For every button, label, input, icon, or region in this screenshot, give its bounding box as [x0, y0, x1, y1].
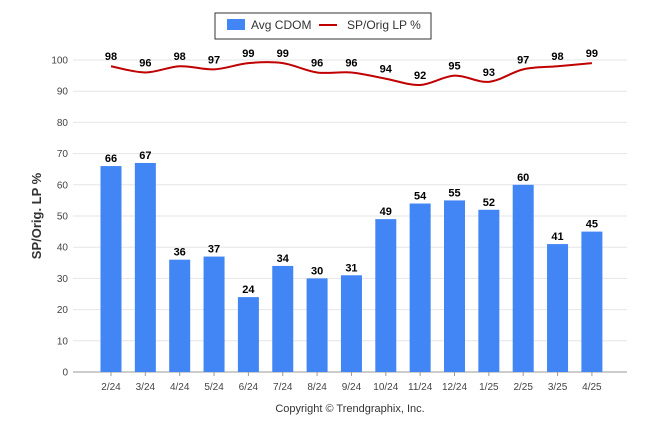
- y-tick-label: 30: [57, 274, 69, 285]
- y-tick-label: 80: [57, 118, 69, 129]
- bar[interactable]: [547, 244, 569, 372]
- bar-data-label: 36: [174, 247, 186, 259]
- sp-orig-lp-line[interactable]: [110, 61, 592, 86]
- x-tick-label: 9/24: [342, 382, 362, 393]
- bar[interactable]: [237, 297, 259, 372]
- line-data-label: 96: [345, 57, 357, 69]
- x-tick-label: 11/24: [408, 382, 433, 393]
- bar-data-label: 54: [414, 191, 427, 203]
- x-tick-label: 2/25: [513, 382, 533, 393]
- bar-data-label: 34: [277, 253, 290, 265]
- bar[interactable]: [169, 259, 191, 372]
- x-tick-label: 2/24: [101, 382, 121, 393]
- y-tick-label: 50: [57, 212, 69, 223]
- line-data-label: 96: [139, 57, 151, 69]
- legend[interactable]: Avg CDOM SP/Orig LP %: [214, 12, 432, 40]
- bar[interactable]: [512, 184, 534, 372]
- bar[interactable]: [272, 265, 294, 372]
- y-tick-label: 40: [57, 243, 69, 254]
- bar-data-label: 37: [208, 244, 220, 256]
- y-axis-title: SP/Orig. LP %: [29, 172, 44, 259]
- x-tick-label: 12/24: [442, 382, 467, 393]
- legend-bar-swatch: [227, 19, 245, 30]
- y-tick-label: 20: [57, 305, 69, 316]
- line-data-label: 95: [448, 61, 460, 73]
- axes: 0 10 20 30 40 50 60 70 80 90 100 2/24 3/24 4/24 5/24 6/…: [51, 56, 602, 394]
- x-tick-label: 4/24: [170, 382, 190, 393]
- line-data-label: 94: [380, 64, 393, 76]
- bar[interactable]: [306, 278, 328, 372]
- bar-data-label: 60: [517, 172, 529, 184]
- line-data-label: 92: [414, 70, 426, 82]
- x-tick-label: 10/24: [373, 382, 398, 393]
- bar[interactable]: [203, 256, 225, 372]
- bar[interactable]: [340, 275, 362, 372]
- line-series: 98 96 98 97 99 99 96 96 94 92 95 93 97 98 99: [105, 48, 598, 86]
- bar-data-label: 55: [448, 187, 460, 199]
- bar-data-label: 31: [345, 262, 357, 274]
- bar-data-label: 52: [483, 197, 495, 209]
- line-data-label: 99: [277, 48, 289, 60]
- bars: 66 67 36 37 24 34 30 31 49 54 55 52 60 41 45: [100, 150, 603, 372]
- bar[interactable]: [100, 166, 122, 372]
- x-tick-label: 7/24: [273, 382, 293, 393]
- legend-label-bar: Avg CDOM: [251, 18, 311, 32]
- gridlines: [73, 59, 627, 373]
- line-data-label: 99: [242, 48, 254, 60]
- x-tick-label: 3/25: [548, 382, 568, 393]
- line-data-label: 98: [105, 51, 117, 63]
- bar-data-label: 30: [311, 265, 323, 277]
- bar[interactable]: [134, 162, 156, 372]
- bar[interactable]: [409, 203, 431, 372]
- copyright-text: Copyright © Trendgraphix, Inc.: [275, 403, 424, 415]
- bar[interactable]: [444, 200, 465, 372]
- x-tick-label: 6/24: [239, 382, 259, 393]
- line-data-label: 96: [311, 57, 323, 69]
- bar-data-label: 24: [242, 284, 255, 296]
- y-tick-label: 10: [57, 336, 69, 347]
- line-data-label: 93: [483, 67, 495, 79]
- bar[interactable]: [375, 219, 397, 372]
- bar[interactable]: [581, 231, 603, 372]
- y-tick-label: 0: [62, 368, 68, 379]
- line-data-label: 98: [174, 51, 186, 63]
- bar-data-label: 67: [139, 150, 151, 162]
- y-tick-label: 60: [57, 180, 69, 191]
- bar-data-label: 45: [586, 219, 598, 231]
- bar-data-label: 49: [380, 206, 392, 218]
- line-data-label: 97: [517, 54, 529, 66]
- x-tick-label: 3/24: [136, 382, 156, 393]
- x-tick-label: 5/24: [204, 382, 224, 393]
- line-data-label: 97: [208, 54, 220, 66]
- line-data-label: 98: [551, 51, 563, 63]
- x-tick-label: 4/25: [582, 382, 602, 393]
- bar-data-label: 66: [105, 153, 117, 165]
- x-tick-label: 8/24: [307, 382, 327, 393]
- y-tick-label: 70: [57, 149, 69, 160]
- bar-data-label: 41: [551, 231, 563, 243]
- legend-label-line: SP/Orig LP %: [347, 18, 421, 32]
- bar[interactable]: [478, 209, 500, 372]
- y-tick-label: 100: [51, 56, 68, 67]
- y-tick-label: 90: [57, 87, 69, 98]
- line-data-label: 99: [586, 48, 598, 60]
- x-tick-label: 1/25: [479, 382, 499, 393]
